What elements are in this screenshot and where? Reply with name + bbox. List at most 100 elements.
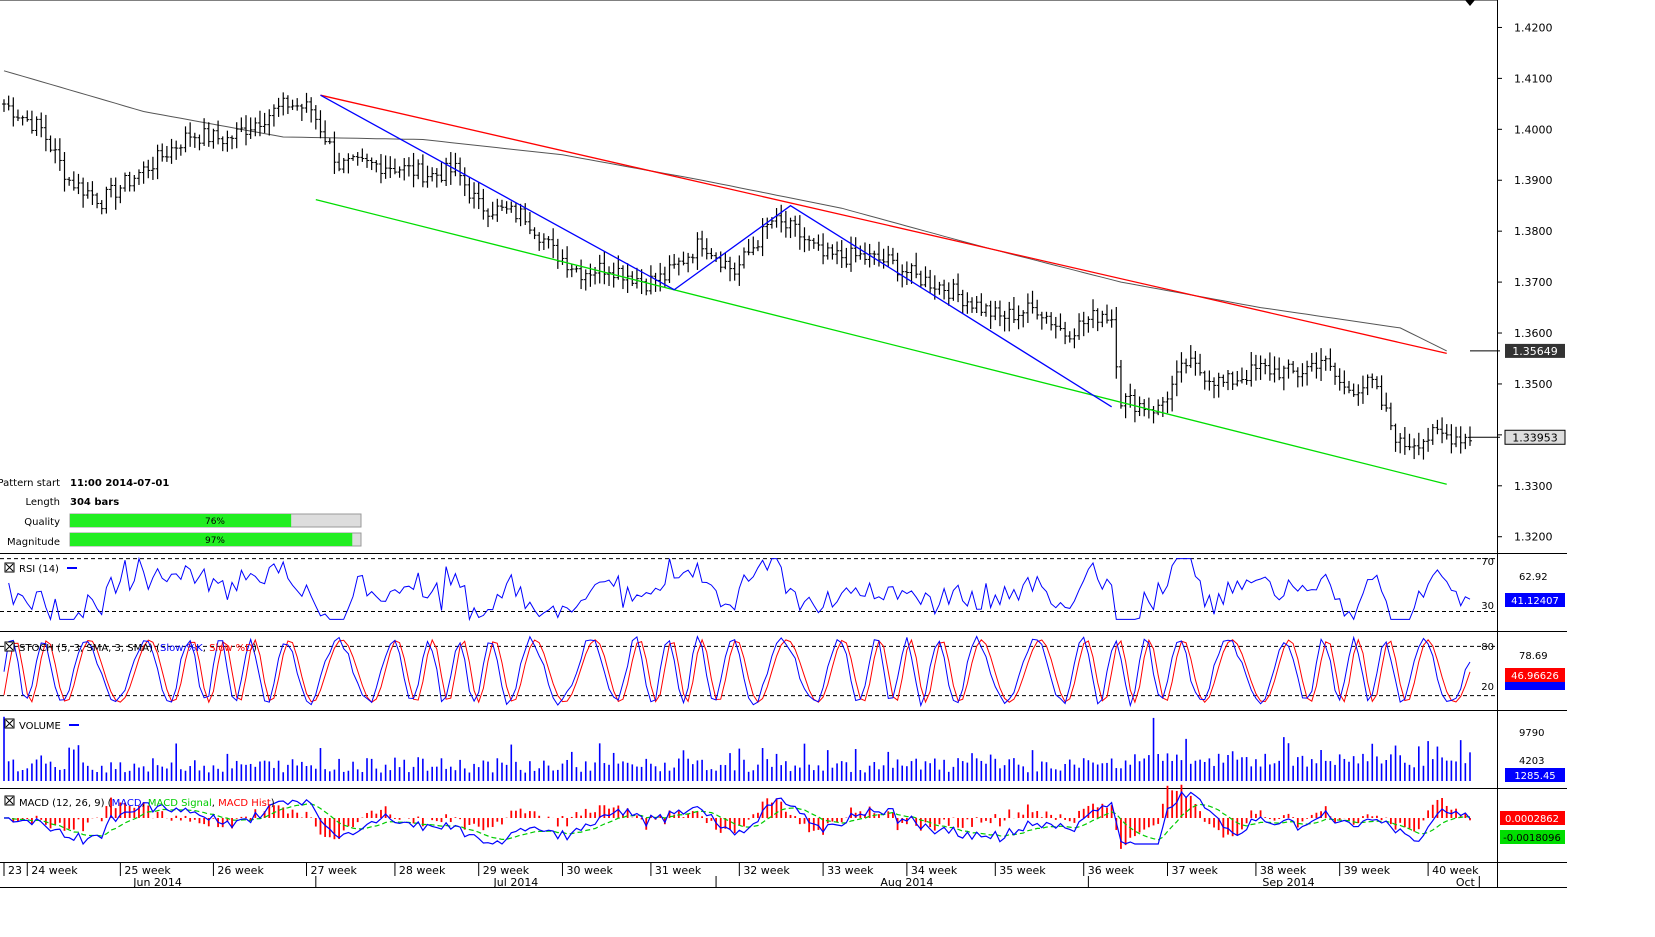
price-tick-label: 1.3800 — [1514, 225, 1553, 238]
ma-label-badge — [1505, 343, 1565, 358]
macd-current-value: -0.0018096 — [1503, 833, 1561, 844]
length-value: 304 bars — [70, 497, 119, 508]
price-axis: 1.4200 1.4100 1.4000 1.3900 1.3800 1.3700 1.36… — [1497, 21, 1553, 544]
week-label: 40 week — [1432, 864, 1479, 877]
stoch-close-icon-glyph — [5, 642, 14, 651]
volume-tick-4203: 4203 — [1519, 756, 1544, 767]
stoch-title: STOCH (5, 3, SMA, 3, SMA) (Slow %K, Slow… — [19, 643, 257, 654]
scroll-marker-icon[interactable] — [1465, 0, 1475, 6]
current-price-badge — [1504, 429, 1566, 445]
resistance-line — [320, 94, 1447, 355]
trendlines — [315, 94, 1447, 485]
price-tick-label: 1.3700 — [1514, 276, 1553, 289]
length-label: Length — [26, 497, 61, 508]
stoch-axis-tick: 78.69 — [1519, 651, 1548, 662]
magnitude-label: Magnitude — [7, 537, 60, 548]
week-label: 32 week — [743, 864, 790, 877]
price-bars — [2, 92, 1472, 460]
week-label: 36 week — [1088, 864, 1135, 877]
rsi-line — [8, 556, 1471, 622]
week-label: 38 week — [1260, 864, 1307, 877]
moving-average-path — [3, 70, 1447, 352]
current-price-value: 1.33953 — [1512, 431, 1558, 444]
volume-current-badge — [1505, 768, 1565, 782]
pattern-start-value: 11:00 2014-07-01 — [70, 478, 169, 489]
rsi-levels — [0, 558, 1497, 612]
price-tick-label: 1.3200 — [1514, 531, 1553, 544]
stoch-k-badge — [1505, 681, 1565, 690]
month-label: Jul 2014 — [493, 876, 539, 888]
month-label: Jun 2014 — [132, 876, 182, 888]
volume-current-value: 1285.45 — [1514, 771, 1555, 782]
stoch-lines — [3, 635, 1471, 708]
volume-panel: VOLUME 9790 4203 1285.45 — [3, 716, 1565, 782]
time-axis: 23 24 week 25 week 26 week 27 week 28 week 29 … — [3, 862, 1480, 888]
macd-hist-badge — [1500, 811, 1565, 825]
price-tick-label: 1.3500 — [1514, 378, 1553, 391]
rsi-current-value: 41.12407 — [1511, 596, 1559, 607]
week-label: 35 week — [999, 864, 1046, 877]
rsi-level-30: 30 — [1481, 601, 1494, 612]
stoch-current-value: 46.96626 — [1511, 671, 1559, 682]
volume-tick-9790: 9790 — [1519, 728, 1544, 739]
week-label: 37 week — [1171, 864, 1218, 877]
week-label: 27 week — [311, 864, 358, 877]
week-label: 39 week — [1344, 864, 1391, 877]
zigzag-line — [320, 94, 1112, 408]
rsi-current-badge — [1505, 593, 1565, 607]
week-label: 25 week — [124, 864, 171, 877]
week-label: 33 week — [827, 864, 874, 877]
stoch-panel: STOCH (5, 3, SMA, 3, SMA) (Slow %K, Slow… — [0, 635, 1565, 708]
macd-signal-path — [4, 803, 1471, 841]
macd-path — [3, 790, 1471, 846]
rsi-axis-tick: 62.92 — [1519, 572, 1548, 583]
rsi-level-70: 70 — [1481, 557, 1494, 568]
price-tick-label: 1.3900 — [1514, 174, 1553, 187]
week-label: 24 week — [31, 864, 78, 877]
macd-close-icon-glyph — [5, 796, 14, 805]
week-label: 26 week — [217, 864, 264, 877]
stoch-level-80: 80 — [1481, 642, 1494, 653]
price-labels: 1.35649 1.33953 — [1470, 343, 1566, 445]
chart-canvas[interactable]: 1.4200 1.4100 1.4000 1.3900 1.3800 1.3700 1.36… — [0, 0, 1567, 888]
stoch-k-path — [3, 635, 1471, 708]
rsi-panel: RSI (14) 70 30 62.92 41.12407 — [0, 556, 1565, 622]
macd-current-badge — [1500, 830, 1565, 844]
volume-bars — [3, 716, 1471, 781]
volume-close-icon-glyph — [5, 719, 14, 728]
rsi-title: RSI (14) — [19, 564, 59, 575]
week-label: 29 week — [483, 864, 530, 877]
price-tick-label: 1.3300 — [1514, 480, 1553, 493]
macd-panel: MACD (12, 26, 9) (MACD, MACD Signal, MAC… — [3, 784, 1565, 849]
rsi-close-icon-glyph — [5, 563, 14, 572]
magnitude-bar-fill — [70, 533, 353, 546]
macd-lines — [3, 790, 1471, 846]
macd-histogram — [7, 784, 1471, 849]
week-label: 31 week — [655, 864, 702, 877]
quality-bar-fill — [70, 514, 292, 527]
month-label: Aug 2014 — [880, 876, 933, 888]
pattern-info: Pattern start 11:00 2014-07-01 Length 30… — [0, 478, 362, 548]
quality-value: 76% — [205, 517, 225, 527]
macd-hist-value: 0.0002862 — [1505, 814, 1559, 825]
pattern-start-label: Pattern start — [0, 478, 60, 489]
stoch-current-badge — [1505, 668, 1565, 682]
stoch-level-20: 20 — [1481, 682, 1494, 693]
rsi-path — [8, 556, 1471, 622]
volume-title: VOLUME — [19, 721, 61, 732]
support-line — [315, 198, 1447, 485]
month-label: Sep 2014 — [1262, 876, 1314, 888]
price-tick-label: 1.4200 — [1514, 21, 1553, 34]
week-label: 28 week — [399, 864, 446, 877]
stoch-d-path — [3, 638, 1471, 704]
week-label: 23 — [8, 864, 22, 877]
price-tick-label: 1.3600 — [1514, 327, 1553, 340]
week-label: 30 week — [566, 864, 613, 877]
stoch-levels — [0, 645, 1497, 697]
month-label: Oct — [1456, 876, 1476, 888]
chart-window: 1.4200 1.4100 1.4000 1.3900 1.3800 1.3700 1.36… — [0, 0, 1567, 888]
price-tick-label: 1.4100 — [1514, 72, 1553, 85]
panel-frames — [0, 0, 1567, 888]
macd-title: MACD (12, 26, 9) (MACD, MACD Signal, MAC… — [19, 798, 275, 809]
quality-label: Quality — [24, 517, 60, 528]
